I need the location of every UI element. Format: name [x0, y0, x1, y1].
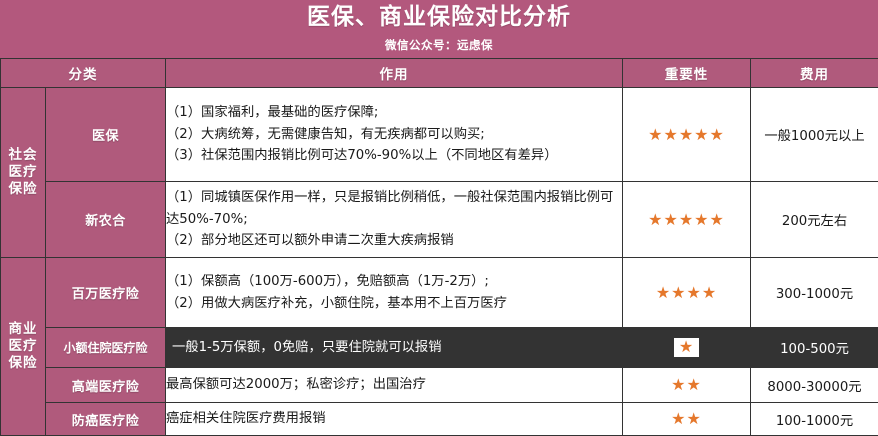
row-name-1: 医保	[45, 87, 166, 182]
description-line: （1）保额高（100万-600万），免赔额高（1万-2万）;	[166, 273, 489, 289]
table-row: 防癌医疗险 癌症相关住院医疗费用报销 ★★ 100-1000元	[1, 402, 878, 436]
group-label-2: 商业 医疗 保险	[0, 257, 46, 436]
description-line: （2）部分地区还可以额外申请二次重大疾病报销	[166, 233, 454, 249]
row-importance-1: ★★★★★	[622, 87, 751, 182]
row-importance-3: ★★★★	[622, 257, 751, 328]
row-description-3: （1）保额高（100万-600万），免赔额高（1万-2万）; （2）用做大病医疗补…	[165, 257, 623, 328]
group-label-line: 医疗	[8, 164, 38, 181]
page-subtitle: 微信公众号：远虑保	[385, 37, 493, 52]
row-cost-5: 8000-30000元	[750, 367, 878, 403]
row-description-5: 最高保额可达2000万；私密诊疗；出国治疗	[165, 367, 623, 403]
col-header-category: 分类	[0, 58, 166, 88]
table-body: 社会 医疗 保险 医保 （1）国家福利，最基础的医疗保障; （2）大病统筹，无需健康告知，…	[0, 87, 878, 436]
row-importance-6: ★★	[622, 402, 751, 436]
group-label-line: 商业	[8, 321, 38, 338]
row-cost-3: 300-1000元	[750, 257, 878, 328]
row-cost-2: 200元左右	[750, 181, 878, 258]
title-band: 医保、商业保险对比分析 微信公众号：远虑保	[0, 0, 878, 58]
star-rating-icon: ★★★★★	[648, 209, 725, 229]
star-rating-icon: ★★	[671, 409, 702, 428]
table-row: 新农合 （1）同城镇医保作用一样，只是报销比例稍低，一般社保范围内报销比例可达50…	[1, 181, 878, 258]
row-cost-4: 100-500元	[750, 327, 878, 368]
row-cost-1: 一般1000元以上	[750, 87, 878, 182]
table-row: 小额住院医疗险 一般1-5万保额，0免赔，只要住院就可以报销 ★ 100-500元	[1, 327, 878, 368]
star-rating-icon: ★	[673, 337, 700, 358]
star-rating-icon: ★★★★★	[648, 124, 725, 144]
col-header-importance: 重要性	[622, 58, 751, 88]
col-header-cost: 费用	[750, 58, 878, 88]
group-label-1: 社会 医疗 保险	[0, 87, 46, 258]
description-line: 一般1-5万保额，0免赔，只要住院就可以报销	[172, 339, 442, 355]
comparison-table: 分类 作用 重要性 费用 社会 医疗 保险 医保 （1）国家福利，最基础的医疗保障; （2…	[0, 58, 878, 436]
row-description-4: 一般1-5万保额，0免赔，只要住院就可以报销	[165, 327, 623, 368]
group-label-line: 社会	[8, 147, 38, 164]
table-header-row: 分类 作用 重要性 费用	[0, 58, 878, 88]
star-rating-icon: ★★	[671, 375, 702, 394]
page-title: 医保、商业保险对比分析	[307, 4, 571, 31]
table-row: 商业 医疗 保险 百万医疗险 （1）保额高（100万-600万），免赔额高（1万-2万）…	[0, 257, 878, 436]
description-line: 癌症相关住院医疗费用报销	[166, 411, 326, 427]
star-rating-icon: ★★★★	[655, 282, 718, 302]
description-line: 最高保额可达2000万；私密诊疗；出国治疗	[166, 377, 426, 393]
row-cost-6: 100-1000元	[750, 402, 878, 436]
row-name-2: 新农合	[45, 181, 166, 258]
row-importance-5: ★★	[622, 367, 751, 403]
group-label-line: 保险	[8, 354, 38, 371]
row-name-6: 防癌医疗险	[45, 402, 166, 436]
description-line: （1）同城镇医保作用一样，只是报销比例稍低，一般社保范围内报销比例可达50%-7…	[166, 190, 614, 227]
description-line: （1）国家福利，最基础的医疗保障;	[166, 105, 379, 121]
col-header-function: 作用	[165, 58, 623, 88]
row-name-3: 百万医疗险	[45, 257, 166, 328]
row-name-4: 小额住院医疗险	[45, 327, 166, 368]
group-label-line: 医疗	[8, 338, 38, 355]
row-name-5: 高端医疗险	[45, 367, 166, 403]
row-importance-4: ★	[622, 327, 751, 368]
row-description-2: （1）同城镇医保作用一样，只是报销比例稍低，一般社保范围内报销比例可达50%-7…	[165, 181, 623, 258]
row-description-1: （1）国家福利，最基础的医疗保障; （2）大病统筹，无需健康告知，有无疾病都可以购…	[165, 87, 623, 182]
table-row: 社会 医疗 保险 医保 （1）国家福利，最基础的医疗保障; （2）大病统筹，无需健康告知，…	[0, 87, 878, 258]
description-line: （2）用做大病医疗补充，小额住院，基本用不上百万医疗	[166, 295, 507, 311]
group-label-line: 保险	[8, 180, 38, 197]
description-line: （2）大病统筹，无需健康告知，有无疾病都可以购买;	[166, 126, 485, 142]
table-row: 高端医疗险 最高保额可达2000万；私密诊疗；出国治疗 ★★ 8000-30000元	[1, 367, 878, 403]
row-importance-2: ★★★★★	[622, 181, 751, 258]
description-line: （3）社保范围内报销比例可达70%-90%以上（不同地区有差异）	[166, 148, 558, 164]
row-description-6: 癌症相关住院医疗费用报销	[165, 402, 623, 436]
